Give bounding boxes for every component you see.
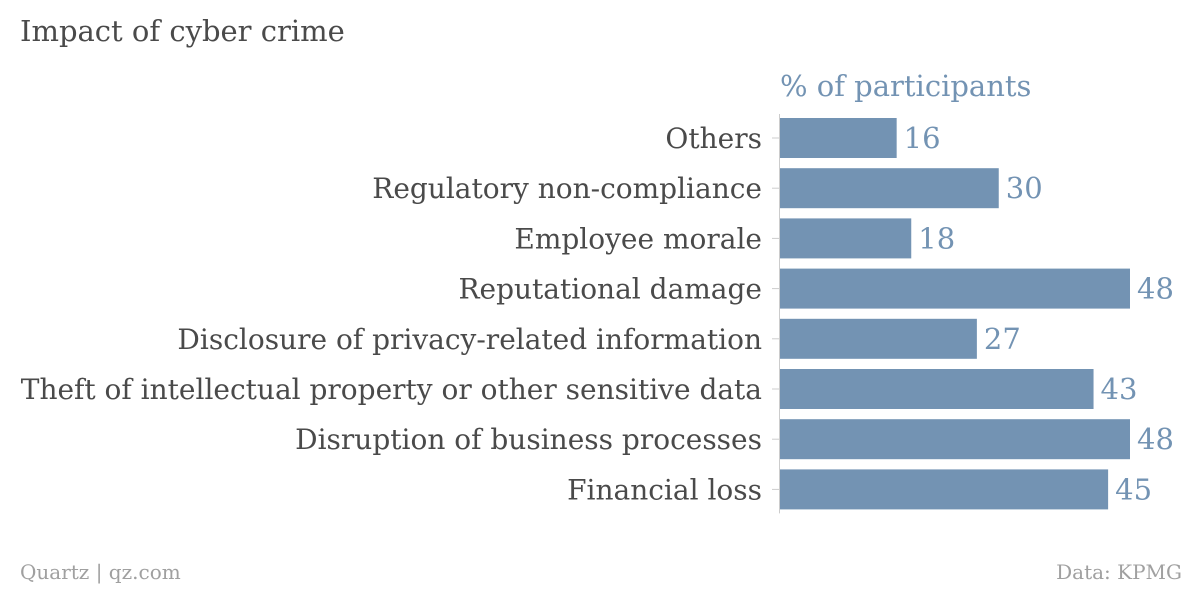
category-label: Theft of intellectual property or other … [21, 373, 762, 406]
value-label: 45 [1115, 472, 1152, 506]
category-label: Employee morale [514, 222, 762, 255]
bar [780, 268, 1130, 309]
bar [780, 419, 1130, 460]
bars-group: Others 16 Regulatory non-compliance 30 Emplo… [21, 118, 1174, 510]
unit-label: % of participants [780, 69, 1031, 103]
bar [780, 218, 912, 259]
bar [780, 369, 1094, 409]
value-label: 30 [1006, 171, 1043, 205]
footer-source-right: Data: KPMG [1056, 560, 1182, 584]
category-label: Others [665, 122, 762, 155]
bar [780, 118, 897, 158]
category-label: Regulatory non-compliance [372, 172, 762, 205]
value-label: 18 [918, 221, 955, 255]
value-label: 27 [984, 322, 1021, 356]
bar [780, 168, 999, 209]
value-label: 48 [1137, 422, 1174, 456]
value-label: 43 [1101, 372, 1138, 406]
value-label: 48 [1137, 272, 1174, 306]
category-label: Financial loss [567, 473, 762, 506]
value-label: 16 [904, 121, 941, 155]
category-label: Disclosure of privacy-related informatio… [177, 323, 762, 356]
bar [780, 469, 1109, 510]
category-label: Disruption of business processes [295, 423, 762, 456]
bar [780, 318, 977, 359]
category-label: Reputational damage [458, 273, 762, 306]
footer-source-left: Quartz | qz.com [20, 560, 181, 584]
chart-title: Impact of cyber crime [20, 14, 345, 48]
